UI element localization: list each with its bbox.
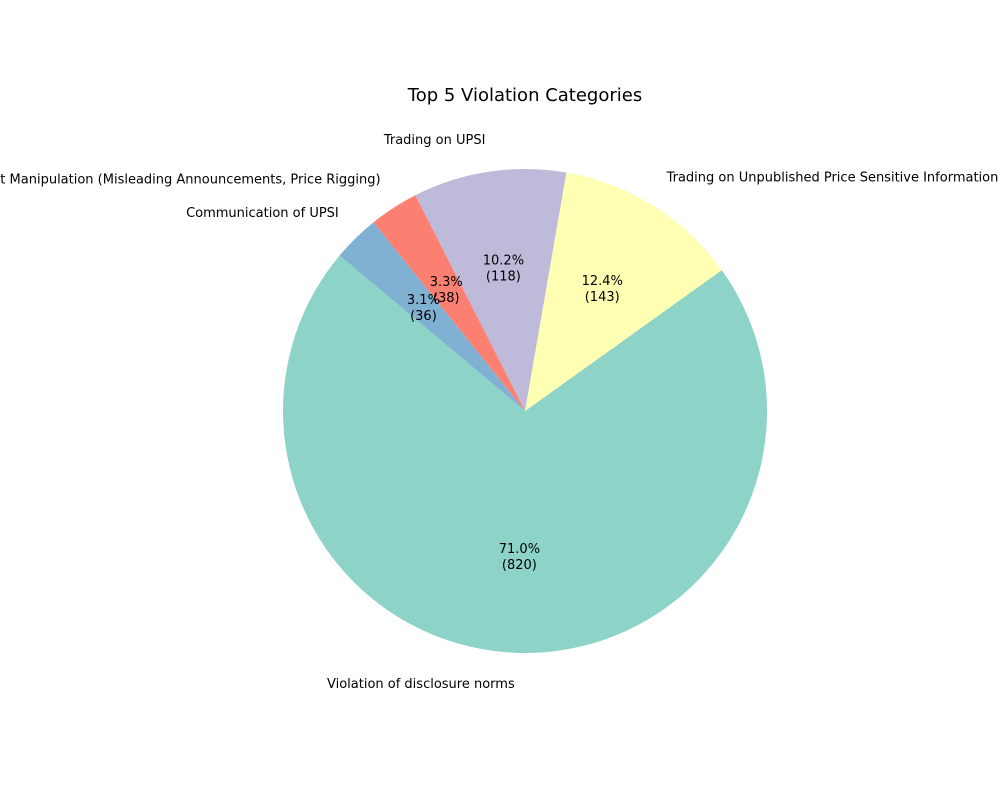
slice-category-label: Market Manipulation (Misleading Announce… [0,172,381,187]
slice-percent-label: 3.3% [430,275,463,290]
slice-category-label: Communication of UPSI [186,206,339,221]
slice-count-label: (118) [486,269,521,284]
slice-percent-label: 10.2% [483,253,524,268]
pie-slices [283,168,768,654]
slice-percent-label: 71.0% [499,542,540,557]
pie-slice [339,222,525,411]
slice-percent-label: 3.1% [407,293,440,308]
slice-count-label: (143) [585,290,620,305]
pie-slice [525,172,722,411]
slice-category-label: Trading on Unpublished Price Sensitive I… [666,171,999,186]
slice-category-label: Violation of disclosure norms [327,677,515,692]
pie-slice [415,168,567,411]
slice-category-label: Trading on UPSI [383,133,486,148]
pie-slice [283,255,768,654]
pie-labels: Violation of disclosure norms 71.0%(820) T… [0,133,998,692]
slice-count-label: (820) [502,558,537,573]
pie-slice [373,195,525,411]
slice-count-label: (36) [410,309,437,324]
chart-title: Top 5 Violation Categories [407,85,642,106]
slice-count-label: (38) [433,291,460,306]
slice-percent-label: 12.4% [582,274,623,289]
